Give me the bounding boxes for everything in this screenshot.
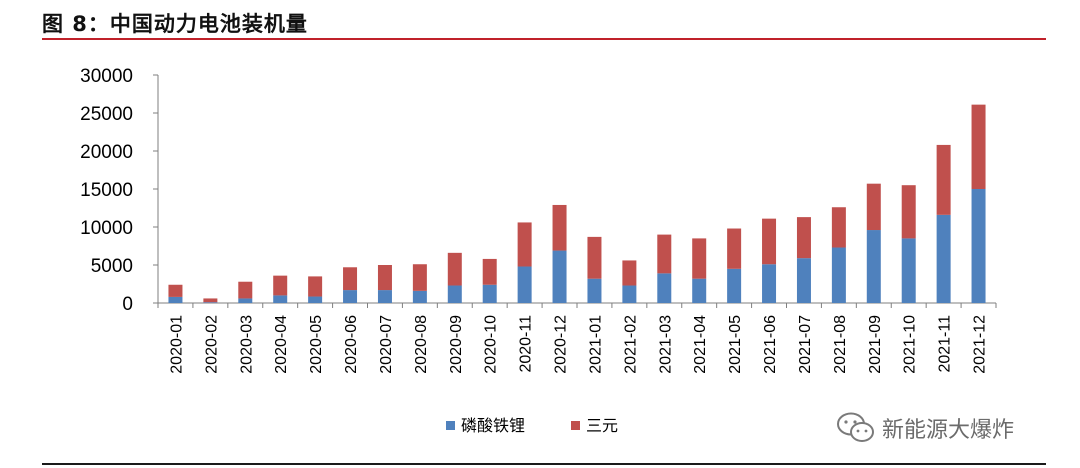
x-tick-label: 2021-07 <box>797 315 814 374</box>
x-tick-label: 2021-04 <box>692 315 709 374</box>
bar-ncm-2021-10 <box>901 185 916 239</box>
x-tick-label: 2021-02 <box>622 315 639 374</box>
watermark-text: 新能源大爆炸 <box>882 418 1015 443</box>
bar-lfp-2020-08 <box>412 290 427 303</box>
legend-label-lfp: 磷酸铁锂 <box>461 416 525 435</box>
bar-ncm-2020-10 <box>482 258 497 285</box>
x-tick-label: 2020-02 <box>203 315 220 374</box>
x-tick-label: 2020-12 <box>553 315 570 374</box>
x-tick-label: 2020-03 <box>238 315 255 374</box>
x-tick-label: 2020-09 <box>448 315 465 374</box>
x-tick-label: 2021-10 <box>902 315 919 374</box>
bar-lfp-2021-11 <box>936 214 951 303</box>
bar-ncm-2020-11 <box>517 222 532 267</box>
bar-ncm-2021-03 <box>657 234 672 274</box>
bar-lfp-2020-03 <box>238 298 253 303</box>
x-tick-label: 2021-06 <box>762 315 779 374</box>
bar-ncm-2020-09 <box>447 252 462 286</box>
legend-label-ncm: 三元 <box>586 416 618 435</box>
bar-ncm-2021-09 <box>866 183 881 231</box>
bar-ncm-2020-06 <box>343 267 358 291</box>
bar-lfp-2021-04 <box>692 278 707 303</box>
bar-ncm-2021-08 <box>831 207 846 248</box>
bar-lfp-2020-05 <box>308 296 323 303</box>
y-tick-label: 20000 <box>80 142 133 163</box>
bar-ncm-2021-02 <box>622 260 637 286</box>
y-tick-label: 30000 <box>80 66 133 87</box>
y-tick-label: 15000 <box>80 180 133 201</box>
bar-ncm-2021-11 <box>936 144 951 215</box>
bar-ncm-2020-02 <box>203 298 218 303</box>
bar-lfp-2020-10 <box>482 284 497 303</box>
bar-lfp-2020-11 <box>517 266 532 303</box>
bar-lfp-2020-07 <box>377 290 392 303</box>
x-tick-label: 2020-11 <box>518 315 535 373</box>
x-tick-label: 2021-01 <box>587 315 604 374</box>
x-tick-label: 2020-10 <box>483 315 500 374</box>
bar-lfp-2020-09 <box>447 285 462 303</box>
bar-lfp-2021-03 <box>657 273 672 303</box>
bar-ncm-2021-01 <box>587 236 602 279</box>
x-tick-label: 2020-01 <box>168 315 185 374</box>
bar-lfp-2021-02 <box>622 285 637 303</box>
x-tick-label: 2021-12 <box>972 315 989 374</box>
x-tick-label: 2020-06 <box>343 315 360 374</box>
bar-lfp-2020-01 <box>168 296 183 303</box>
bar-ncm-2021-05 <box>727 228 742 269</box>
bar-lfp-2021-07 <box>796 258 811 303</box>
legend-swatch-ncm <box>571 421 580 430</box>
bar-lfp-2021-10 <box>901 238 916 303</box>
bar-ncm-2021-07 <box>796 217 811 259</box>
y-tick-label: 0 <box>122 294 133 315</box>
legend-swatch-lfp <box>446 421 455 430</box>
bar-ncm-2020-07 <box>377 265 392 291</box>
bar-lfp-2020-04 <box>273 295 288 303</box>
bar-lfp-2021-12 <box>971 189 986 303</box>
bar-lfp-2021-09 <box>866 230 881 303</box>
x-tick-label: 2020-05 <box>308 315 325 374</box>
bar-ncm-2020-08 <box>412 264 427 291</box>
bar-lfp-2021-08 <box>831 247 846 303</box>
bar-lfp-2020-12 <box>552 250 567 303</box>
bar-lfp-2020-02 <box>203 302 218 303</box>
title-bar: 图 8：中国动力电池装机量 <box>42 6 1046 40</box>
bar-ncm-2020-04 <box>273 275 288 296</box>
x-tick-label: 2020-07 <box>378 315 395 374</box>
x-tick-label: 2021-09 <box>867 315 884 374</box>
bar-lfp-2021-05 <box>727 268 742 303</box>
x-tick-label: 2021-05 <box>727 315 744 374</box>
watermark: 新能源大爆炸 <box>836 410 1014 446</box>
x-tick-label: 2020-08 <box>413 315 430 374</box>
bar-lfp-2021-06 <box>762 264 777 303</box>
page-title: 图 8：中国动力电池装机量 <box>42 12 308 36</box>
x-tick-label: 2021-08 <box>832 315 849 374</box>
y-tick-label: 25000 <box>80 104 133 125</box>
bar-lfp-2021-01 <box>587 278 602 303</box>
y-tick-label: 10000 <box>80 218 133 239</box>
wechat-icon <box>837 412 874 442</box>
x-tick-label: 2021-03 <box>657 315 674 374</box>
bar-lfp-2020-06 <box>343 290 358 303</box>
y-tick-label: 5000 <box>91 256 133 277</box>
bar-ncm-2020-03 <box>238 281 253 299</box>
bar-ncm-2021-06 <box>762 218 777 265</box>
bar-ncm-2020-01 <box>168 284 183 297</box>
x-tick-label: 2021-11 <box>937 315 954 373</box>
bar-ncm-2021-04 <box>692 238 707 279</box>
bar-ncm-2020-12 <box>552 204 567 251</box>
x-tick-label: 2020-04 <box>273 315 290 374</box>
bottom-rule <box>42 463 1046 465</box>
bar-ncm-2021-12 <box>971 104 986 189</box>
bar-ncm-2020-05 <box>308 276 323 297</box>
